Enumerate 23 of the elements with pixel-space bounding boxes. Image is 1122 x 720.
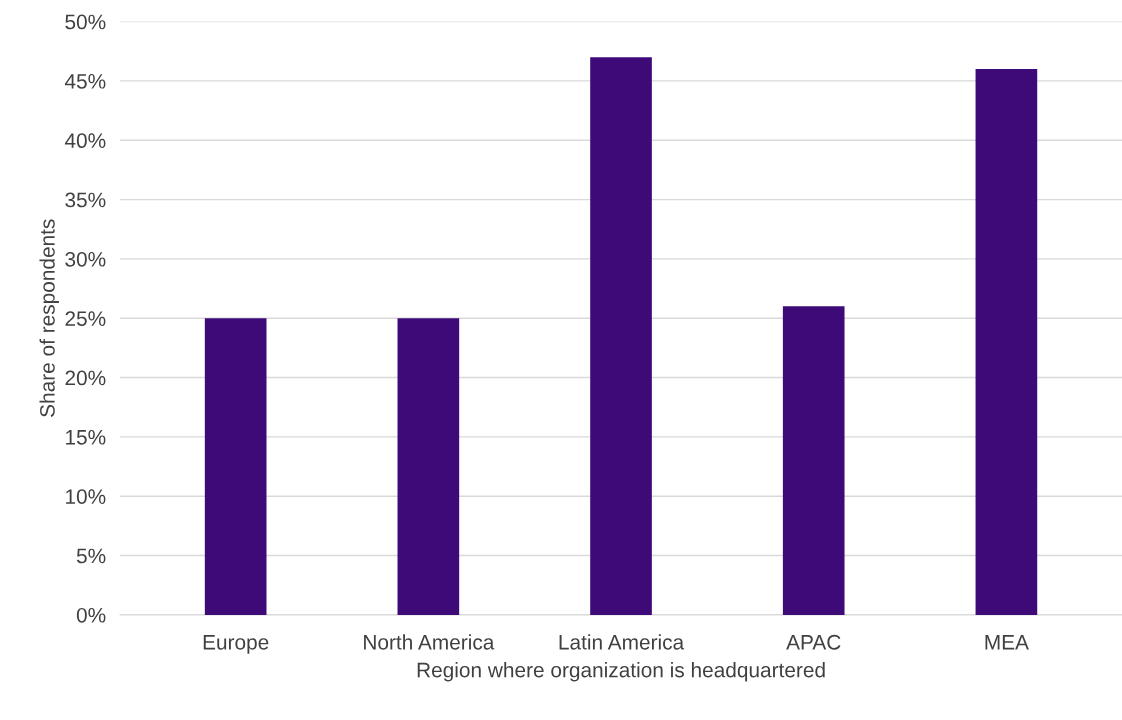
- bar: [782, 306, 845, 615]
- y-tick-label: 50%: [65, 14, 106, 30]
- bar: [590, 57, 652, 615]
- y-tick-label: 5%: [76, 548, 106, 564]
- x-tick-label: APAC: [786, 634, 841, 650]
- y-tick-label: 20%: [65, 370, 106, 386]
- bar: [397, 318, 460, 615]
- y-tick-label: 15%: [66, 429, 106, 445]
- x-tick-label: North America: [364, 634, 495, 650]
- y-tick-label: 45%: [64, 74, 106, 89]
- y-tick-label: 10%: [66, 489, 106, 504]
- y-tick-label: 35%: [65, 192, 106, 208]
- bar: [204, 318, 267, 615]
- y-tick-label: 30%: [65, 251, 106, 267]
- x-axis-title: Region where organization is headquartered: [417, 662, 825, 682]
- bar: [975, 69, 1038, 615]
- y-axis-title: Share of respondents: [39, 219, 59, 417]
- y-tick-label: 40%: [64, 133, 106, 149]
- x-tick-label: MEA: [985, 635, 1029, 650]
- y-tick-label: 25%: [65, 311, 106, 326]
- y-tick-label: 0%: [76, 607, 106, 623]
- x-tick-label: Europe: [203, 635, 269, 654]
- x-tick-label: Latin America: [559, 634, 685, 650]
